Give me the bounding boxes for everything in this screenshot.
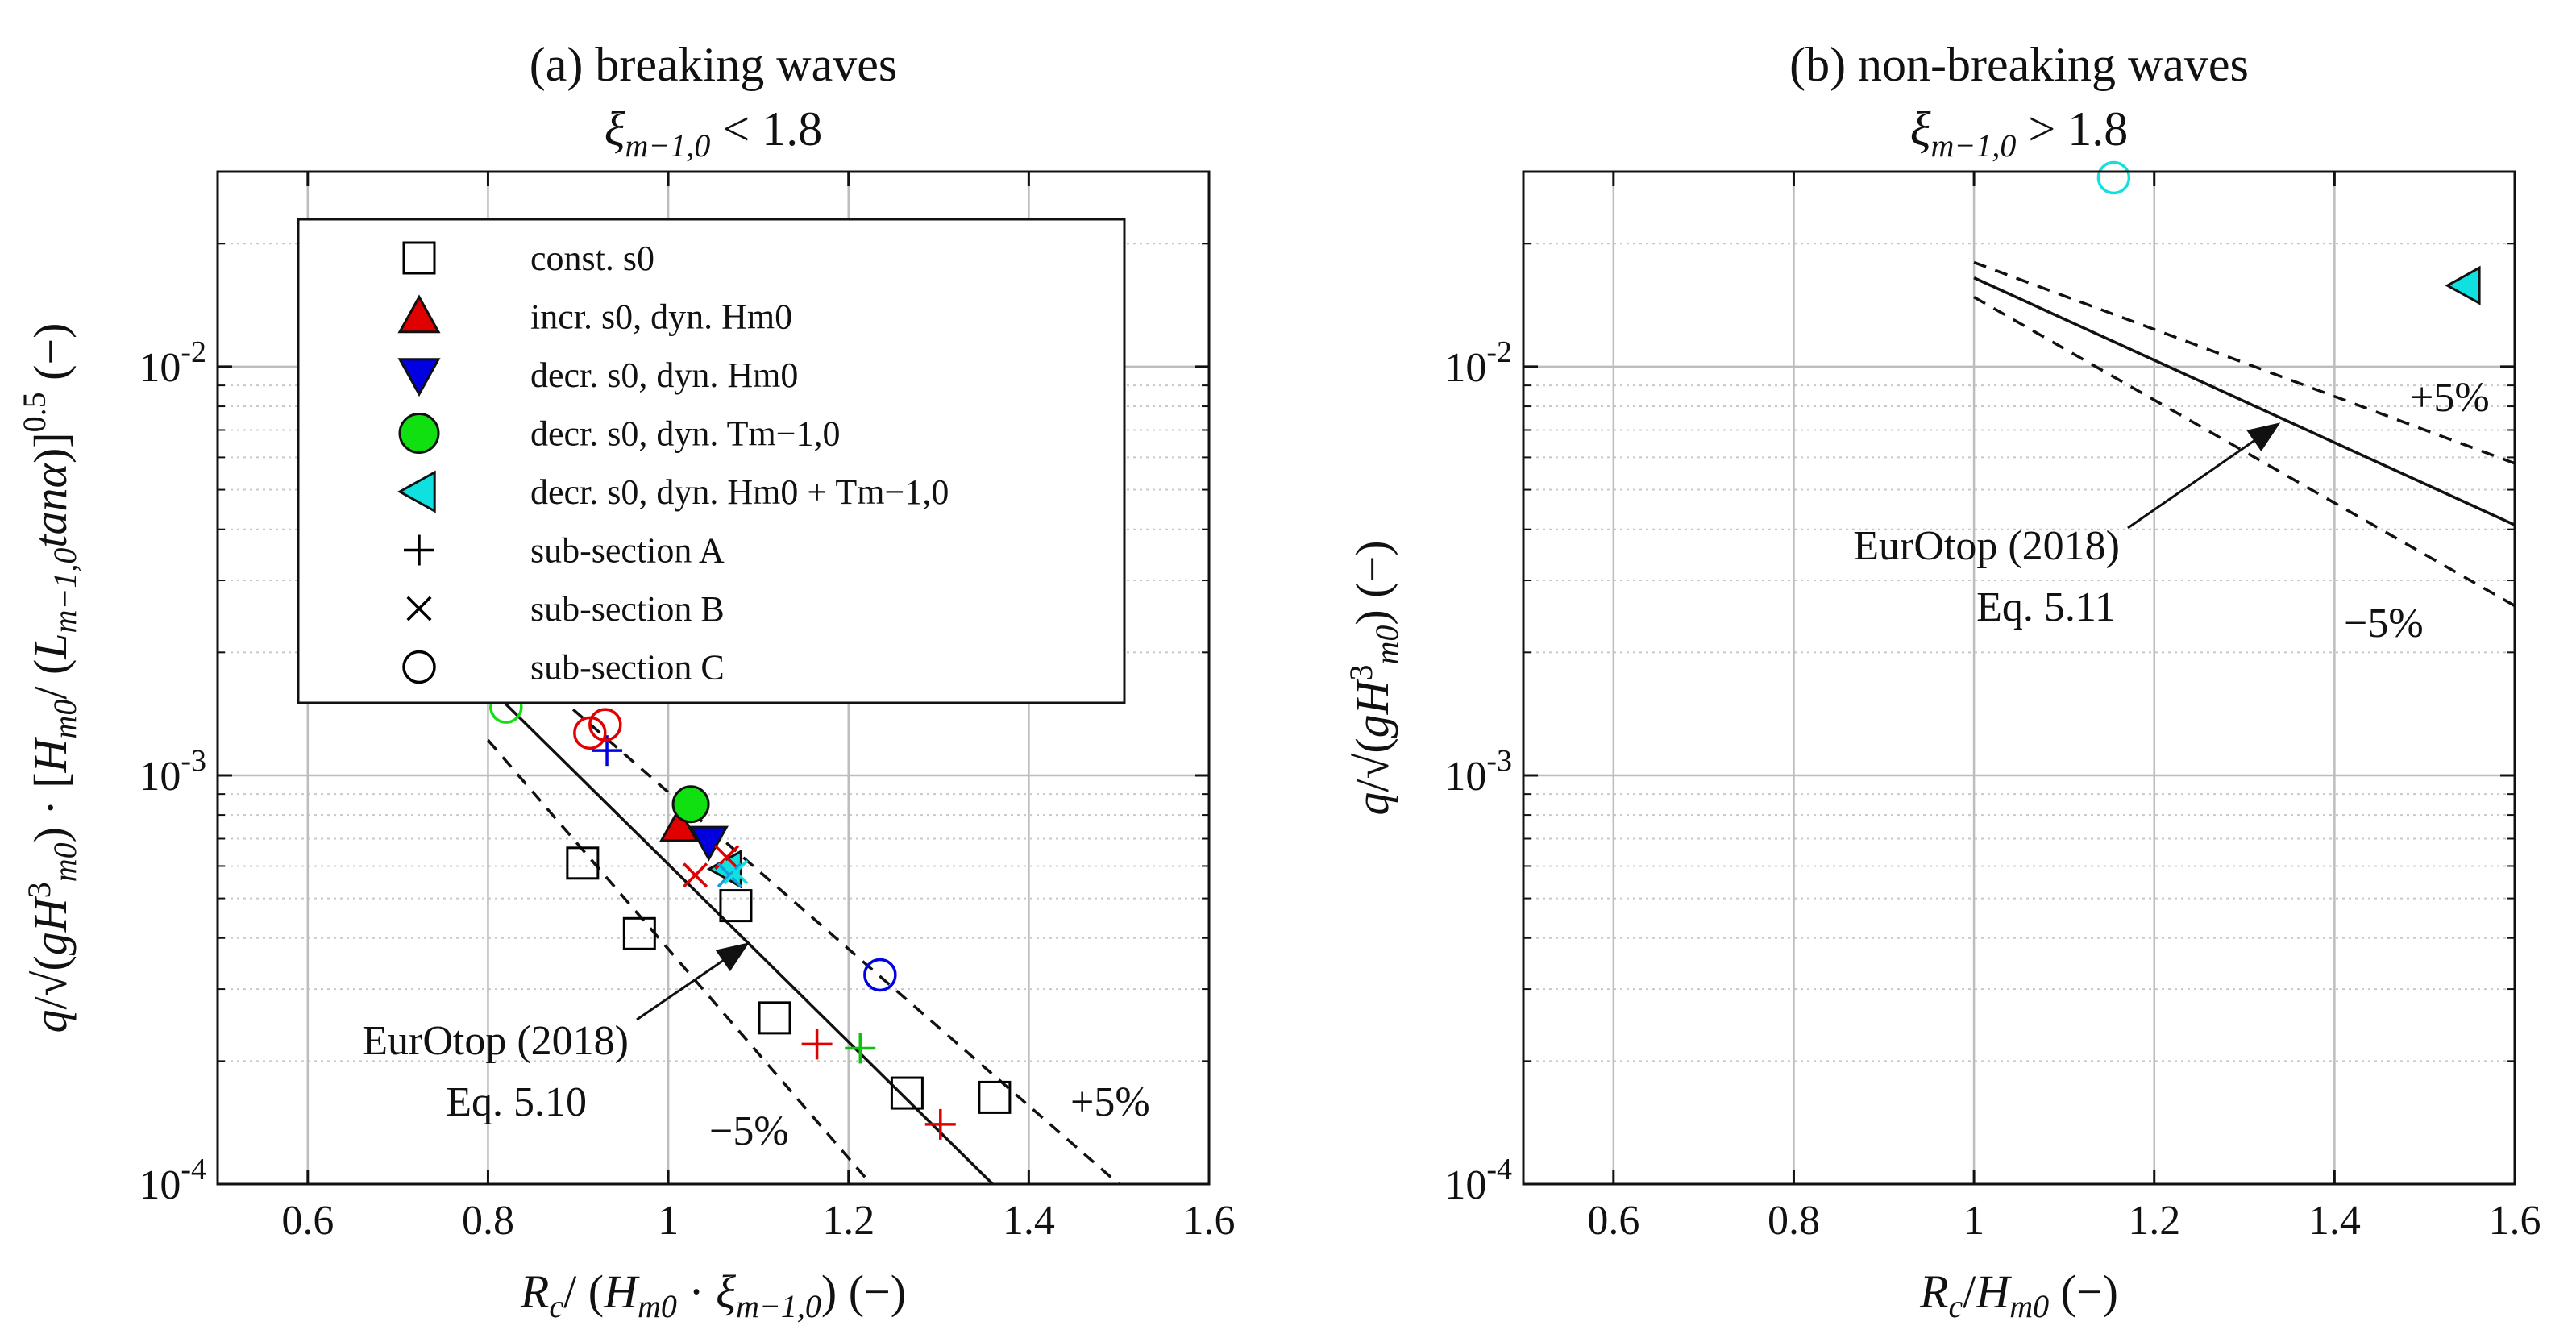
panel-a-eq-label: Eq. 5.10 [446, 1079, 587, 1125]
panel-b-points [2096, 160, 2481, 305]
panel-b-axes-box [1522, 170, 2516, 1186]
panel-b-subtitle: ξm−1,0 > 1.8 [1910, 102, 2128, 164]
y-tick-label: 10-2 [1444, 335, 1512, 391]
panel-a-subtitle: ξm−1,0 < 1.8 [605, 102, 822, 164]
data-point-plus [801, 1029, 833, 1060]
panel-a-lines [487, 634, 1120, 1184]
legend-label: sub-section A [530, 531, 725, 571]
y-tick-label: 10-2 [139, 335, 206, 391]
x-tick-label: 1.6 [1183, 1198, 1236, 1244]
legend-label: sub-section C [530, 648, 725, 688]
panel-a-eurotop-label: EurOtop (2018) [362, 1018, 629, 1064]
panel-a-annotation-arrow [636, 959, 724, 1021]
y-tick-label: 10-4 [1444, 1153, 1512, 1208]
data-point-plus [924, 1108, 956, 1140]
x-tick-label: 0.6 [281, 1198, 334, 1244]
x-tick-label: 1.6 [2489, 1198, 2541, 1244]
plus5-line [487, 634, 1120, 1184]
panel-a-plus5-label: +5% [1070, 1079, 1150, 1125]
panel-a-ticks: 10-4 10-3 10-2 0.6 0.8 1 1.2 1.4 1.6 [139, 171, 1236, 1244]
panel-a: 10-4 10-3 10-2 0.6 0.8 1 1.2 1.4 1.6 (a) breakin… [16, 38, 1236, 1324]
data-point-plus [845, 1033, 876, 1064]
legend-marker-triangle-down [397, 358, 441, 397]
panel-a-xlabel: Rc/ (Hm0 · ξm−1,0) (−) [520, 1265, 906, 1324]
x-tick-label: 0.8 [462, 1198, 514, 1244]
panel-b-annotations: EurOtop (2018) Eq. 5.11 +5% −5% [1853, 375, 2489, 646]
panel-a-axes-box [216, 170, 1211, 1186]
legend-label: const. s0 [530, 239, 654, 278]
panel-a-ylabel: q/√(gH3m0) · [Hm0/ (Lm−1,0tanα)]0.5 (−) [16, 323, 83, 1033]
x-tick-label: 1.2 [822, 1198, 875, 1244]
data-point-triangle-left [2445, 265, 2481, 305]
data-point-circle [2096, 160, 2131, 195]
panel-a-annotations: EurOtop (2018) Eq. 5.10 +5% −5% [362, 942, 1150, 1154]
panel-a-minus5-label: −5% [709, 1108, 789, 1154]
legend-marker-circle [402, 650, 436, 684]
y-tick-label: 10-4 [139, 1153, 206, 1208]
x-tick-label: 0.6 [1587, 1198, 1639, 1244]
panel-b-ylabel: q/√(gH3m0) (−) [1343, 540, 1405, 815]
x-tick-label: 1.4 [1003, 1198, 1055, 1244]
panel-b-title: (b) non-breaking waves [1789, 38, 2249, 91]
data-point-triangle-up [659, 806, 700, 842]
x-tick-label: 1.4 [2308, 1198, 2361, 1244]
eurotop-line [487, 685, 994, 1184]
legend-label: decr. s0, dyn. Tm−1,0 [530, 414, 841, 454]
panel-a-arrow-head [715, 942, 750, 972]
data-point-square [890, 1076, 924, 1110]
legend-label: decr. s0, dyn. Hm0 + Tm−1,0 [530, 472, 949, 512]
panel-b-plus5-label: +5% [2410, 375, 2490, 421]
legend-marker-triangle-up [397, 294, 441, 334]
panel-a-legend: const. s0 incr. s0, dyn. Hm0 decr. s0, dyn… [297, 218, 1126, 704]
data-point-cross [717, 862, 742, 888]
y-tick-label: 10-3 [139, 744, 206, 800]
data-point-square [758, 1001, 791, 1035]
legend-label: incr. s0, dyn. Hm0 [530, 297, 792, 337]
data-point-circle [588, 708, 622, 742]
panel-b-eurotop-label: EurOtop (2018) [1853, 523, 2120, 569]
panel-a-title: (a) breaking waves [530, 38, 897, 91]
panel-b-ticks: 10-4 10-3 10-2 0.6 0.8 1 1.2 1.4 1.6 [1444, 171, 2541, 1244]
legend-marker-plus [404, 534, 434, 566]
legend-marker-cross [406, 596, 432, 621]
panel-b-xlabel: Rc/Hm0 (−) [1919, 1265, 2118, 1324]
data-point-cross [683, 862, 708, 888]
eurotop-line [1973, 276, 2515, 526]
x-tick-label: 1 [1963, 1198, 1984, 1244]
panel-b-eq-label: Eq. 5.11 [1976, 584, 2116, 630]
data-point-circle [573, 716, 607, 750]
data-point-circle-filled [671, 785, 710, 824]
legend-marker-square [402, 241, 436, 275]
panel-b: 10-4 10-3 10-2 0.6 0.8 1 1.2 1.4 1.6 (b) non-bre… [1343, 38, 2541, 1324]
data-point-square [566, 846, 600, 880]
x-tick-label: 0.8 [1768, 1198, 1820, 1244]
data-point-square [978, 1080, 1012, 1114]
panel-b-plot-area [1523, 172, 2515, 1184]
data-point-circle [863, 958, 897, 992]
panel-b-arrow-head [2246, 422, 2281, 452]
legend-box [297, 218, 1126, 704]
legend-marker-triangle-left [397, 470, 436, 513]
panel-b-lines [1973, 260, 2515, 608]
legend-label: sub-section B [530, 589, 725, 629]
x-tick-label: 1.2 [2128, 1198, 2180, 1244]
plus5-line [1973, 260, 2515, 465]
x-tick-label: 1 [658, 1198, 679, 1244]
data-point-square [719, 889, 753, 923]
data-point-cross [723, 859, 749, 885]
legend-marker-circle-filled [398, 413, 440, 454]
panel-b-minus5-label: −5% [2344, 601, 2424, 646]
y-tick-label: 10-3 [1444, 744, 1512, 800]
data-point-square [622, 916, 656, 950]
panel-a-points [489, 690, 1012, 1140]
legend-label: decr. s0, dyn. Hm0 [530, 355, 798, 395]
data-point-triangle-down [688, 825, 729, 862]
panel-b-annotation-arrow [2127, 439, 2255, 530]
minus5-line [487, 739, 873, 1184]
